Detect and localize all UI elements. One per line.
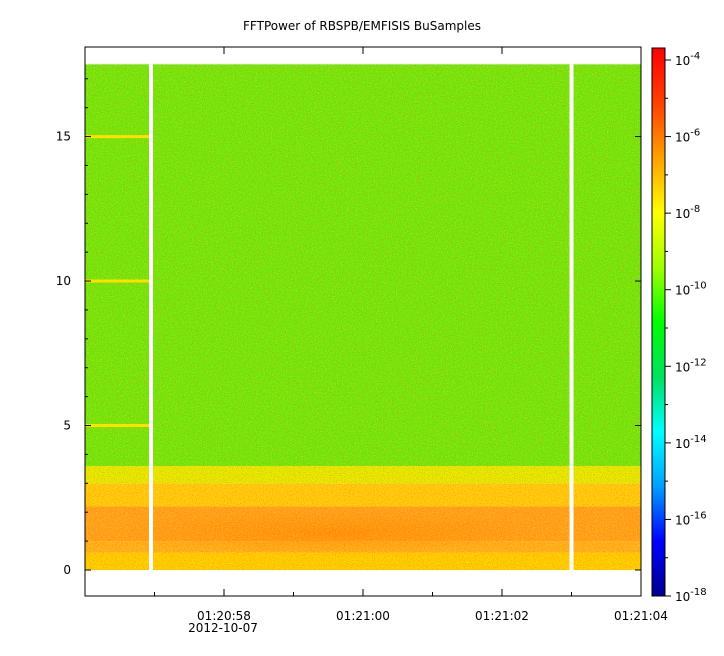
- colorbar-tick-label: 10-4: [675, 51, 700, 68]
- colorbar-tick-label: 10-14: [675, 434, 707, 451]
- date-label: 2012-10-07: [188, 621, 258, 635]
- data-gap: [569, 64, 574, 570]
- x-axis: 01:20:58 01:21:00 01:21:02 01:21:04: [154, 47, 668, 623]
- x-tick-label: 01:21:02: [475, 609, 529, 623]
- data-gap: [149, 64, 154, 570]
- colorbar-tick-label: 10-8: [675, 204, 700, 221]
- y-tick-label: 5: [63, 419, 71, 433]
- x-tick-label: 01:21:00: [336, 609, 390, 623]
- colorbar-tick-label: 10-16: [675, 510, 707, 527]
- y-tick-label: 10: [56, 274, 71, 288]
- heatmap-noise-yellow: [85, 64, 641, 570]
- x-tick-label: 01:20:58: [197, 609, 251, 623]
- colorbar-tick-label: 10-12: [675, 357, 707, 374]
- y-tick-label: 15: [56, 130, 71, 144]
- colorbar-tick-label: 10-10: [675, 281, 707, 298]
- chart-title: FFTPower of RBSPB/EMFISIS BuSamples: [243, 19, 481, 33]
- colorbar-tick-label: 10-6: [675, 128, 700, 145]
- colorbar-tick-label: 10-18: [675, 587, 707, 604]
- y-tick-label: 0: [63, 563, 71, 577]
- spectrogram-plot-area: [85, 64, 641, 570]
- colorbar: [651, 47, 666, 597]
- y-axis: 0 5 10 15: [56, 78, 641, 577]
- x-tick-label: 01:21:04: [614, 609, 668, 623]
- colorbar-axis: 10-4 10-6 10-8 10-10 10-12 10-14 10-16 10-18: [665, 51, 707, 604]
